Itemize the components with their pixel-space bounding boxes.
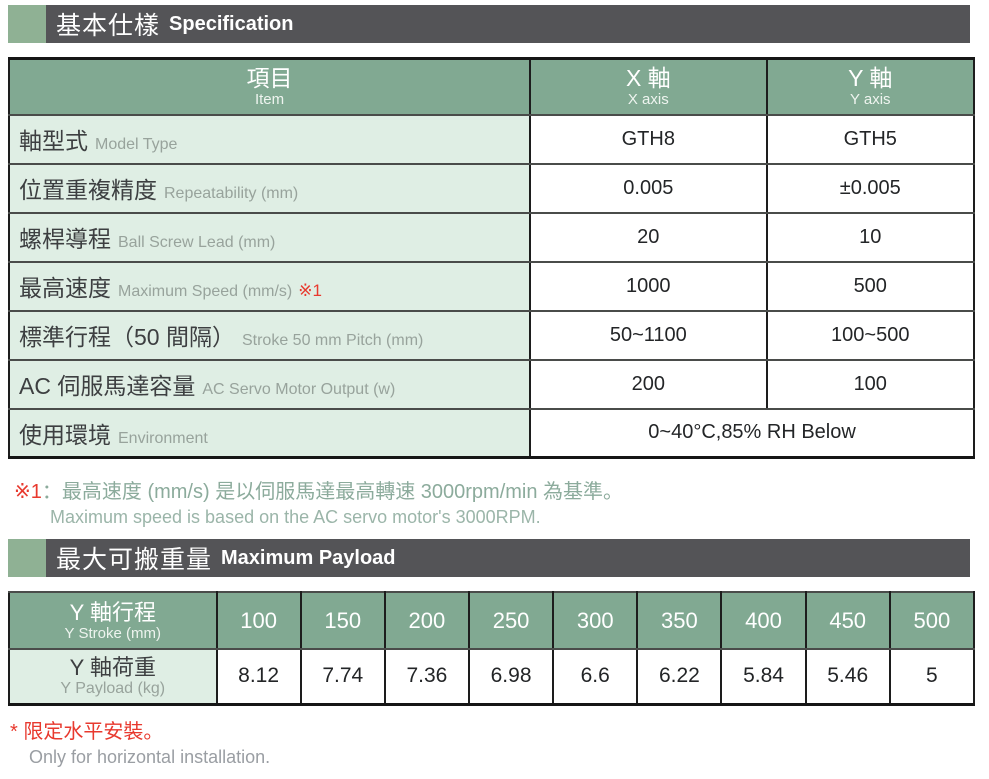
payload-value: 6.22	[636, 648, 723, 705]
spec-footnote-en: Maximum speed is based on the AC servo m…	[50, 507, 541, 527]
spec-row-repeatability: 位置重複精度 Repeatability (mm) 0.005 ±0.005	[7, 162, 976, 214]
spec-row-stroke: 標準行程（50 間隔） Stroke 50 mm Pitch (mm) 50~11…	[7, 309, 976, 361]
spec-value-y: GTH5	[765, 113, 976, 165]
spec-row-environment: 使用環境 Environment 0~40°C,85% RH Below	[7, 407, 975, 459]
col-y-zh: Y 軸	[848, 65, 893, 92]
stroke-200: 200	[383, 591, 470, 650]
spec-row-maximum-speed: 最高速度 Maximum Speed (mm/s) ※1 1000 500	[7, 260, 976, 312]
spec-value-y: ±0.005	[765, 162, 976, 214]
spec-value-environment: 0~40°C,85% RH Below	[529, 407, 975, 459]
specification-table: 項目 Item X 軸 X axis Y 軸 Y axis 軸型式 Model T…	[7, 57, 976, 459]
spec-col-x-axis: X 軸 X axis	[529, 57, 768, 116]
spec-value-x: 200	[529, 358, 768, 410]
accent-square	[8, 539, 46, 577]
payload-value: 6.6	[552, 648, 639, 705]
stroke-150: 150	[299, 591, 386, 650]
payload-footnote-zh: * 限定水平安裝。	[10, 720, 164, 743]
col-y-en: Y axis	[849, 91, 891, 109]
payload-value: 8.12	[215, 648, 302, 705]
spec-label: 螺桿導程 Ball Screw Lead (mm)	[7, 211, 532, 263]
spec-value-x: GTH8	[529, 113, 768, 165]
accent-square	[8, 5, 46, 43]
section-header-specification: 基本仕樣 Specification	[8, 5, 970, 43]
footnote-marker: ※1	[14, 481, 42, 503]
spec-label: 位置重複精度 Repeatability (mm)	[7, 162, 532, 214]
payload-value-row: Y 軸荷重 Y Payload (kg) 8.12 7.74 7.36 6.98…	[8, 648, 976, 705]
spec-value-x: 0.005	[529, 162, 768, 214]
section-title: 基本仕樣 Specification	[46, 5, 294, 43]
col-item-zh: 項目	[246, 65, 293, 92]
section-title-en: Specification	[169, 12, 294, 35]
payload-row-label: Y 軸荷重 Y Payload (kg)	[8, 648, 218, 705]
payload-value: 6.98	[467, 648, 555, 705]
spec-value-x: 20	[529, 211, 768, 263]
spec-row-model-type: 軸型式 Model Type GTH8 GTH5	[7, 113, 976, 165]
stroke-500: 500	[888, 591, 976, 650]
stroke-250: 250	[467, 591, 555, 650]
spec-value-y: 10	[765, 211, 976, 263]
spec-row-servo-output: AC 伺服馬達容量 AC Servo Motor Output (w) 200 1…	[7, 358, 976, 410]
section-title-en: Maximum Payload	[221, 546, 396, 569]
spec-value-y: 500	[765, 260, 976, 312]
stroke-400: 400	[720, 591, 807, 650]
section-header-maximum-payload: 最大可搬重量 Maximum Payload	[8, 539, 970, 577]
payload-footnote-en: Only for horizontal installation.	[29, 746, 271, 767]
stroke-350: 350	[636, 591, 723, 650]
spec-value-x: 50~1100	[529, 309, 768, 361]
spec-row-ball-screw-lead: 螺桿導程 Ball Screw Lead (mm) 20 10	[7, 211, 976, 263]
payload-value: 7.74	[299, 648, 386, 705]
spec-col-y-axis: Y 軸 Y axis	[765, 57, 976, 116]
payload-value: 5.84	[720, 648, 807, 705]
spec-label: 標準行程（50 間隔） Stroke 50 mm Pitch (mm)	[7, 309, 532, 361]
spec-col-item: 項目 Item	[7, 57, 532, 116]
spec-label: AC 伺服馬達容量 AC Servo Motor Output (w)	[7, 358, 532, 410]
spec-value-y: 100~500	[765, 309, 976, 361]
spec-value-x: 1000	[529, 260, 768, 312]
spec-footnote-zh: ※1：最高速度 (mm/s) 是以伺服馬達最高轉速 3000rpm/min 為基…	[14, 481, 624, 503]
spec-header-row: 項目 Item X 軸 X axis Y 軸 Y axis	[7, 57, 976, 116]
spec-footnote: ※1：最高速度 (mm/s) 是以伺服馬達最高轉速 3000rpm/min 為基…	[8, 475, 975, 528]
payload-header-row: Y 軸行程 Y Stroke (mm) 100 150 200 250 300 …	[8, 591, 976, 650]
spec-label: 最高速度 Maximum Speed (mm/s) ※1	[7, 260, 532, 312]
note-reference: ※1	[298, 281, 322, 300]
payload-footnote: * 限定水平安裝。 Only for horizontal installati…	[8, 715, 975, 768]
stroke-300: 300	[552, 591, 639, 650]
stroke-450: 450	[804, 591, 891, 650]
section-title: 最大可搬重量 Maximum Payload	[46, 539, 396, 577]
section-title-zh: 最大可搬重量	[56, 546, 213, 574]
payload-value: 5	[888, 648, 976, 705]
spec-label: 使用環境 Environment	[7, 407, 532, 459]
col-x-zh: X 軸	[625, 65, 671, 92]
stroke-100: 100	[215, 591, 302, 650]
payload-col-stroke: Y 軸行程 Y Stroke (mm)	[8, 591, 218, 650]
col-x-en: X axis	[627, 91, 669, 109]
section-title-zh: 基本仕樣	[56, 12, 161, 40]
footnote-marker: *	[10, 720, 18, 743]
payload-value: 7.36	[383, 648, 470, 705]
spec-label: 軸型式 Model Type	[7, 113, 532, 165]
payload-value: 5.46	[804, 648, 891, 705]
payload-table: Y 軸行程 Y Stroke (mm) 100 150 200 250 300 …	[8, 591, 976, 706]
col-item-en: Item	[254, 91, 285, 109]
spec-value-y: 100	[765, 358, 976, 410]
